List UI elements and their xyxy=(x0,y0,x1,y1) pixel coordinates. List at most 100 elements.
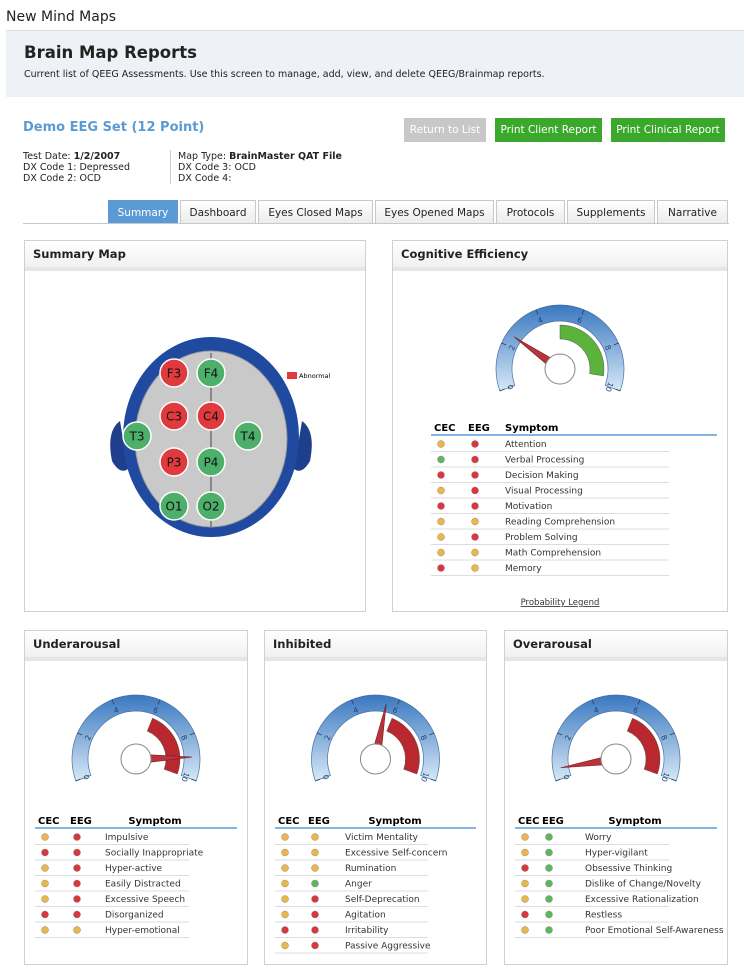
cec-dot xyxy=(437,455,445,464)
tab[interactable]: Summary xyxy=(108,200,178,224)
gauge-tick xyxy=(581,309,585,315)
gauge-tick xyxy=(111,699,115,705)
electrode-label: O2 xyxy=(202,500,219,514)
eeg-dot xyxy=(311,926,319,934)
info-value: OCD xyxy=(79,173,101,184)
symptom: Visual Processing xyxy=(505,487,583,497)
symptom: Attention xyxy=(505,440,547,450)
tab[interactable]: Eyes Closed Maps xyxy=(258,200,373,224)
cec-dot xyxy=(521,833,529,841)
eeg-dot xyxy=(73,848,81,857)
info-label: Test Date: xyxy=(23,151,71,162)
tab[interactable]: Narrative xyxy=(657,200,728,224)
gauge-hub xyxy=(600,743,632,775)
symptom: Math Comprehension xyxy=(505,549,601,559)
column-header: CEC xyxy=(518,816,540,827)
gauge-tick xyxy=(613,342,619,346)
button[interactable]: Print Client Report xyxy=(495,118,602,142)
button[interactable]: Print Clinical Report xyxy=(611,118,725,142)
gauge-tick-label: 10 xyxy=(659,771,671,783)
eeg-dot xyxy=(73,833,81,841)
cec-dot xyxy=(521,895,529,903)
electrode xyxy=(159,447,189,477)
cec-dot xyxy=(281,848,289,857)
column-header: EEG xyxy=(308,816,330,827)
symptom: Self-Deprecation xyxy=(345,895,420,905)
gauge-tick-label: 2 xyxy=(563,733,573,741)
panel: Inhibited 0 2 4 6 8 10 CEC EEG Symptom Victim Ment… xyxy=(264,630,487,965)
panel: Underarousal 0 2 4 6 8 10 CEC EEG Symptom Impulsiv… xyxy=(24,630,248,965)
tab-bar: Summary Dashboard Eyes Closed Maps Eyes Ope… xyxy=(108,200,730,224)
gauge-tick-label: 2 xyxy=(83,733,93,741)
eeg-dot xyxy=(471,486,479,495)
gauge-tick xyxy=(315,778,321,782)
eeg-dot xyxy=(73,864,81,872)
column-header: Symptom xyxy=(505,423,558,434)
cec-dot xyxy=(41,895,49,903)
electrode xyxy=(122,421,152,451)
electrode-label: C4 xyxy=(203,410,219,424)
cec-dot xyxy=(521,879,529,888)
tab[interactable]: Eyes Opened Maps xyxy=(375,200,494,224)
panel-graphic: 0 2 4 6 8 10 CEC EEG Symptom Victim Mentality Exce… xyxy=(275,694,476,954)
info-line: DX Code 1: Depressed xyxy=(23,162,130,173)
symptom: Decision Making xyxy=(505,471,579,481)
cec-dot xyxy=(437,533,445,541)
symptom: Problem Solving xyxy=(505,533,578,543)
electrode-label: P4 xyxy=(204,456,219,470)
divider xyxy=(170,150,171,184)
gauge-tick-label: 10 xyxy=(603,381,615,393)
legend-swatch xyxy=(287,372,297,379)
electrode-label: C3 xyxy=(166,410,182,424)
eeg-dot xyxy=(471,517,479,526)
eeg-dot xyxy=(311,848,319,857)
gauge-tick-label: 0 xyxy=(562,773,572,781)
symptom: Excessive Self-concern xyxy=(345,849,448,859)
info-line: Test Date: 1/2/2007 xyxy=(23,151,120,162)
gauge-band xyxy=(71,694,201,782)
cec-dot xyxy=(41,926,49,934)
gauge-tick xyxy=(501,342,507,346)
gauge-tick xyxy=(77,732,83,736)
cec-dot xyxy=(437,502,445,510)
gauge-tick-label: 10 xyxy=(179,771,191,783)
tab[interactable]: Dashboard xyxy=(180,200,256,224)
cec-dot xyxy=(281,864,289,872)
tab[interactable]: Protocols xyxy=(496,200,565,224)
symptom: Anger xyxy=(345,880,372,890)
gauge-tick xyxy=(189,732,195,736)
tab-line xyxy=(23,223,729,224)
info-label: DX Code 1: xyxy=(23,162,77,173)
gauge-tick-label: 4 xyxy=(352,705,360,715)
eeg-dot xyxy=(73,910,81,919)
cec-dot xyxy=(41,910,49,919)
gauge-tick-label: 6 xyxy=(632,705,640,715)
brain-map: F3 F4 C3 C4 T3 T4 P3 P4 O1 O2 Abnormal xyxy=(110,337,331,537)
gauge-tick xyxy=(591,699,595,705)
symptom: Rumination xyxy=(345,864,396,874)
symptom: Reading Comprehension xyxy=(505,518,615,528)
gauge-tick-label: 6 xyxy=(152,705,160,715)
gauge-hub xyxy=(544,353,576,385)
tab[interactable]: Supplements xyxy=(567,200,655,224)
cec-dot xyxy=(437,548,445,557)
cec-dot xyxy=(437,440,445,448)
gauge-band xyxy=(551,694,681,782)
panel-graphic: 0 2 4 6 8 10 CEC EEG Symptom Impulsive Socially In… xyxy=(35,694,237,938)
gauge-tick-label: 4 xyxy=(112,705,120,715)
eeg-dot xyxy=(545,910,553,919)
symptom: Excessive Speech xyxy=(105,895,185,905)
button[interactable]: Return to List xyxy=(404,118,486,142)
gauge-band xyxy=(311,694,440,782)
symptom: Verbal Processing xyxy=(505,456,584,466)
gauge-tick-label: 8 xyxy=(418,734,428,742)
column-header: EEG xyxy=(70,816,92,827)
cec-dot xyxy=(281,926,289,934)
panel-title: Overarousal xyxy=(505,631,727,661)
column-header: CEC xyxy=(278,816,300,827)
eeg-dot xyxy=(545,879,553,888)
cec-dot xyxy=(437,564,445,572)
info-label: DX Code 3: xyxy=(178,162,232,173)
gauge-tick xyxy=(397,699,400,705)
